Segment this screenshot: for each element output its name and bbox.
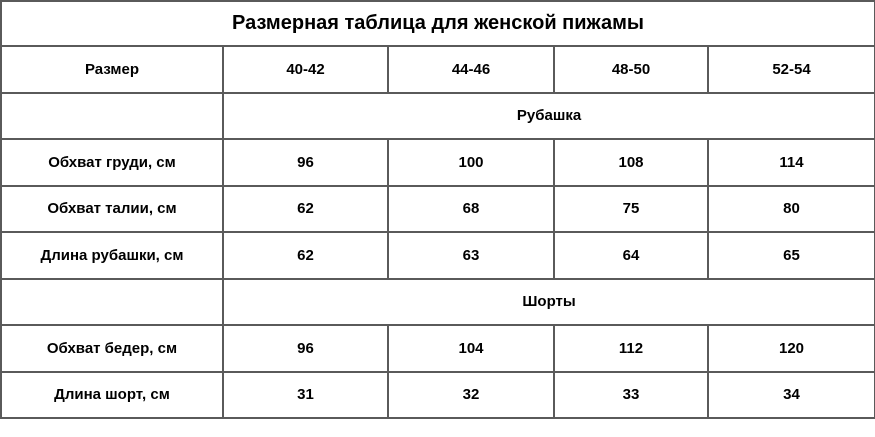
row-label: Обхват талии, см: [0, 184, 224, 233]
header-row: Размер 40-42 44-46 48-50 52-54: [0, 45, 875, 94]
row-label: Длина рубашки, см: [0, 231, 224, 280]
cell: 96: [222, 138, 389, 187]
cell: 75: [553, 184, 709, 233]
cell: 33: [553, 370, 709, 419]
size-header: 48-50: [553, 45, 709, 94]
table-row: Обхват груди, см 96 100 108 114: [0, 138, 875, 187]
section-title: Рубашка: [221, 91, 875, 140]
table-title: Размерная таблица для женской пижамы: [0, 0, 875, 47]
cell: 62: [222, 231, 389, 280]
row-label: Обхват груди, см: [0, 138, 224, 187]
size-table: Размерная таблица для женской пижамы Раз…: [0, 0, 875, 419]
table-row: Обхват талии, см 62 68 75 80: [0, 184, 875, 233]
table-row: Длина рубашки, см 62 63 64 65: [0, 231, 875, 280]
cell: 64: [553, 231, 709, 280]
cell: 65: [706, 231, 875, 280]
section-empty-cell: [0, 277, 224, 326]
cell: 63: [387, 231, 555, 280]
size-header: 52-54: [706, 45, 875, 94]
cell: 100: [387, 138, 555, 187]
cell: 108: [553, 138, 709, 187]
cell: 80: [706, 184, 875, 233]
cell: 34: [706, 370, 875, 419]
cell: 32: [387, 370, 555, 419]
cell: 62: [222, 184, 389, 233]
row-label: Длина шорт, см: [0, 370, 224, 419]
header-label: Размер: [0, 45, 224, 94]
cell: 31: [222, 370, 389, 419]
cell: 112: [553, 324, 709, 373]
cell: 104: [387, 324, 555, 373]
table-row: Обхват бедер, см 96 104 112 120: [0, 324, 875, 373]
title-row: Размерная таблица для женской пижамы: [0, 0, 875, 47]
section-row: Рубашка: [0, 91, 875, 140]
section-empty-cell: [0, 91, 224, 140]
section-row: Шорты: [0, 277, 875, 326]
row-label: Обхват бедер, см: [0, 324, 224, 373]
size-header: 44-46: [387, 45, 555, 94]
size-header: 40-42: [222, 45, 389, 94]
cell: 96: [222, 324, 389, 373]
section-title: Шорты: [221, 277, 875, 326]
cell: 114: [706, 138, 875, 187]
table-row: Длина шорт, см 31 32 33 34: [0, 370, 875, 419]
cell: 120: [706, 324, 875, 373]
cell: 68: [387, 184, 555, 233]
